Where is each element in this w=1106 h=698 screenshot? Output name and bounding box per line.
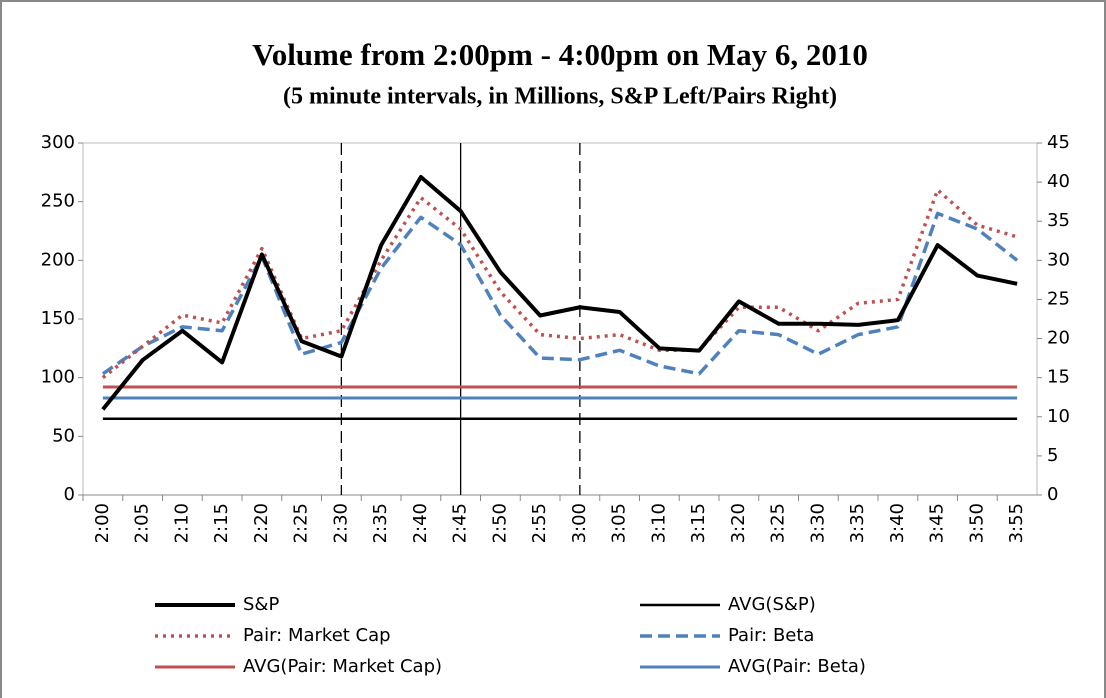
y-tick-label: 150 bbox=[41, 308, 75, 329]
x-tick-label: 3:05 bbox=[609, 503, 630, 543]
series-line bbox=[101, 188, 1018, 380]
legend-label: AVG(Pair: Beta) bbox=[728, 656, 866, 677]
y2-tick-label: 30 bbox=[1047, 249, 1070, 270]
y-tick-label: 100 bbox=[41, 367, 75, 388]
x-tick-label: 2:20 bbox=[251, 503, 272, 543]
y2-tick-label: 40 bbox=[1047, 171, 1070, 192]
x-tick-label: 3:40 bbox=[887, 503, 908, 543]
y-tick-label: 250 bbox=[41, 191, 75, 212]
x-tick-label: 2:05 bbox=[132, 503, 153, 543]
legend-label: Pair: Beta bbox=[728, 625, 814, 646]
y-tick-label: 200 bbox=[41, 249, 75, 270]
series-line bbox=[101, 175, 1018, 411]
y2-tick-label: 5 bbox=[1047, 445, 1058, 466]
y2-tick-label: 45 bbox=[1047, 132, 1070, 153]
legend-label: Pair: Market Cap bbox=[243, 625, 391, 646]
y-tick-label: 300 bbox=[41, 132, 75, 153]
y2-tick-label: 15 bbox=[1047, 367, 1070, 388]
x-tick-label: 3:25 bbox=[768, 503, 789, 543]
legend-label: AVG(Pair: Market Cap) bbox=[243, 656, 442, 677]
chart-title: Volume from 2:00pm - 4:00pm on May 6, 20… bbox=[252, 37, 868, 72]
x-tick-label: 3:15 bbox=[688, 503, 709, 543]
x-tick-label: 2:15 bbox=[211, 503, 232, 543]
x-tick-label: 3:10 bbox=[648, 503, 669, 543]
x-tick-label: 2:55 bbox=[529, 503, 550, 543]
x-tick-label: 3:55 bbox=[1006, 503, 1027, 543]
x-tick-label: 3:45 bbox=[927, 503, 948, 543]
x-tick-label: 2:35 bbox=[370, 503, 391, 543]
x-tick-label: 3:00 bbox=[569, 503, 590, 543]
x-tick-label: 2:40 bbox=[410, 503, 431, 543]
y2-tick-label: 35 bbox=[1047, 210, 1070, 231]
x-tick-label: 2:00 bbox=[92, 503, 113, 543]
x-tick-label: 2:50 bbox=[489, 503, 510, 543]
x-tick-label: 3:30 bbox=[807, 503, 828, 543]
x-tick-label: 2:45 bbox=[450, 503, 471, 543]
y2-tick-label: 20 bbox=[1047, 328, 1070, 349]
x-tick-label: 2:30 bbox=[330, 503, 351, 543]
y2-tick-label: 25 bbox=[1047, 288, 1070, 309]
y-tick-label: 50 bbox=[52, 425, 75, 446]
legend-label: AVG(S&P) bbox=[728, 594, 816, 615]
x-tick-label: 3:50 bbox=[966, 503, 987, 543]
y2-tick-label: 0 bbox=[1047, 484, 1058, 505]
legend-label: S&P bbox=[243, 594, 279, 615]
x-tick-label: 2:10 bbox=[171, 503, 192, 543]
y-tick-label: 0 bbox=[64, 484, 75, 505]
y2-tick-label: 10 bbox=[1047, 406, 1070, 427]
x-tick-label: 3:20 bbox=[728, 503, 749, 543]
x-tick-label: 2:25 bbox=[291, 503, 312, 543]
chart-subtitle: (5 minute intervals, in Millions, S&P Le… bbox=[283, 84, 837, 110]
x-tick-label: 3:35 bbox=[847, 503, 868, 543]
